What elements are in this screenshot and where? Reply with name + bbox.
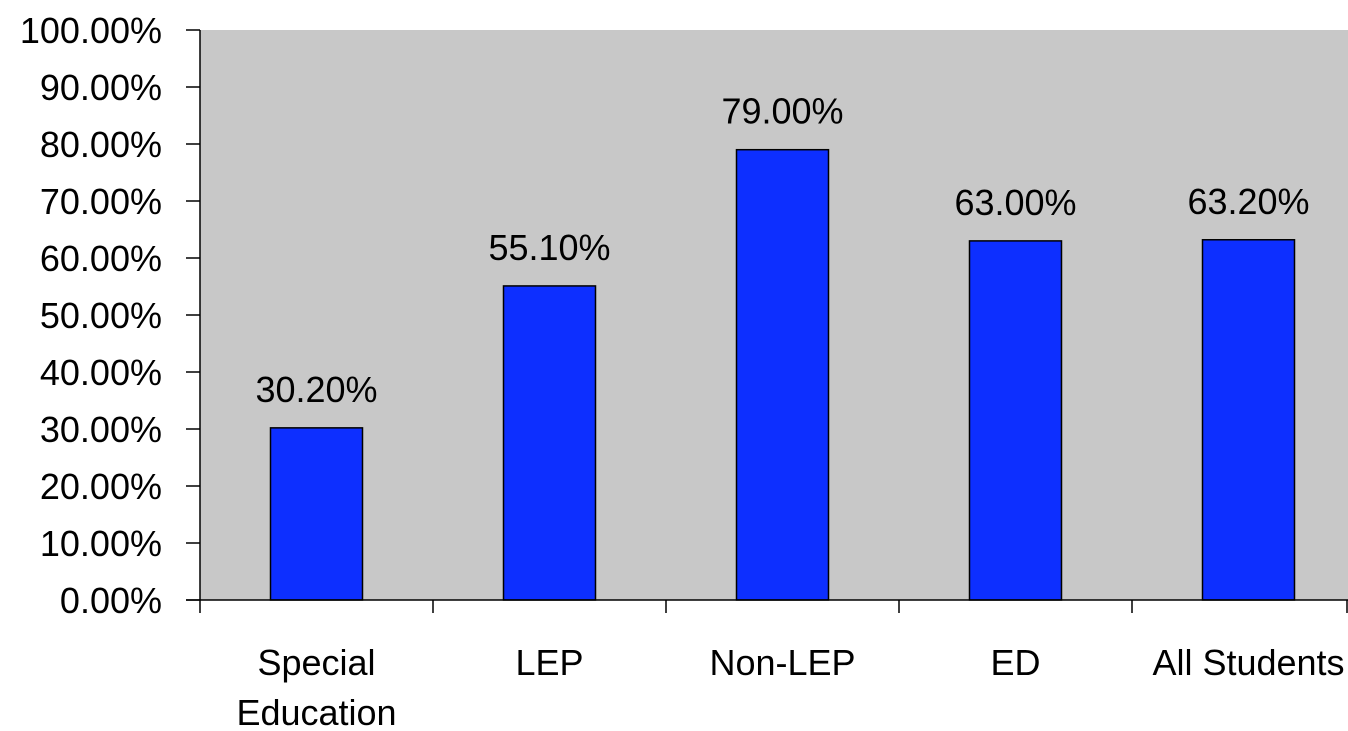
bars-group xyxy=(269,148,1296,601)
y-tick-label: 40.00% xyxy=(40,352,162,393)
data-labels-group: 30.20% 55.10% 79.00% 63.00% 63.20% xyxy=(255,91,1309,410)
y-tick-label: 0.00% xyxy=(60,580,162,621)
data-label: 63.20% xyxy=(1187,181,1309,222)
data-label: 79.00% xyxy=(721,91,843,132)
y-tick-label: 20.00% xyxy=(40,466,162,507)
y-tick-label: 90.00% xyxy=(40,67,162,108)
x-category-label: LEP xyxy=(515,642,583,683)
bar xyxy=(735,148,830,601)
data-label: 30.20% xyxy=(255,369,377,410)
x-category-label: Special xyxy=(257,642,375,683)
x-axis-ticks xyxy=(199,600,1348,613)
x-axis-category-labels: Special Education LEP Non-LEP ED All Students xyxy=(236,642,1344,731)
x-category-label: All Students xyxy=(1152,642,1344,683)
x-category-label: Non-LEP xyxy=(709,642,855,683)
y-tick-label: 60.00% xyxy=(40,238,162,279)
x-category-label: ED xyxy=(990,642,1040,683)
bar xyxy=(502,285,597,601)
y-tick-label: 80.00% xyxy=(40,124,162,165)
y-tick-label: 70.00% xyxy=(40,181,162,222)
data-label: 63.00% xyxy=(954,182,1076,223)
data-label: 55.10% xyxy=(488,227,610,268)
y-tick-label: 10.00% xyxy=(40,523,162,564)
bar xyxy=(968,240,1063,601)
bar xyxy=(269,427,364,601)
y-tick-label: 100.00% xyxy=(20,10,162,51)
y-tick-label: 50.00% xyxy=(40,295,162,336)
bar xyxy=(1201,239,1296,601)
y-axis-ticks: 0.00% 10.00% 20.00% 30.00% 40.00% 50.00% 60.00… xyxy=(20,10,200,621)
x-category-label: Education xyxy=(236,692,396,731)
y-tick-label: 30.00% xyxy=(40,409,162,450)
